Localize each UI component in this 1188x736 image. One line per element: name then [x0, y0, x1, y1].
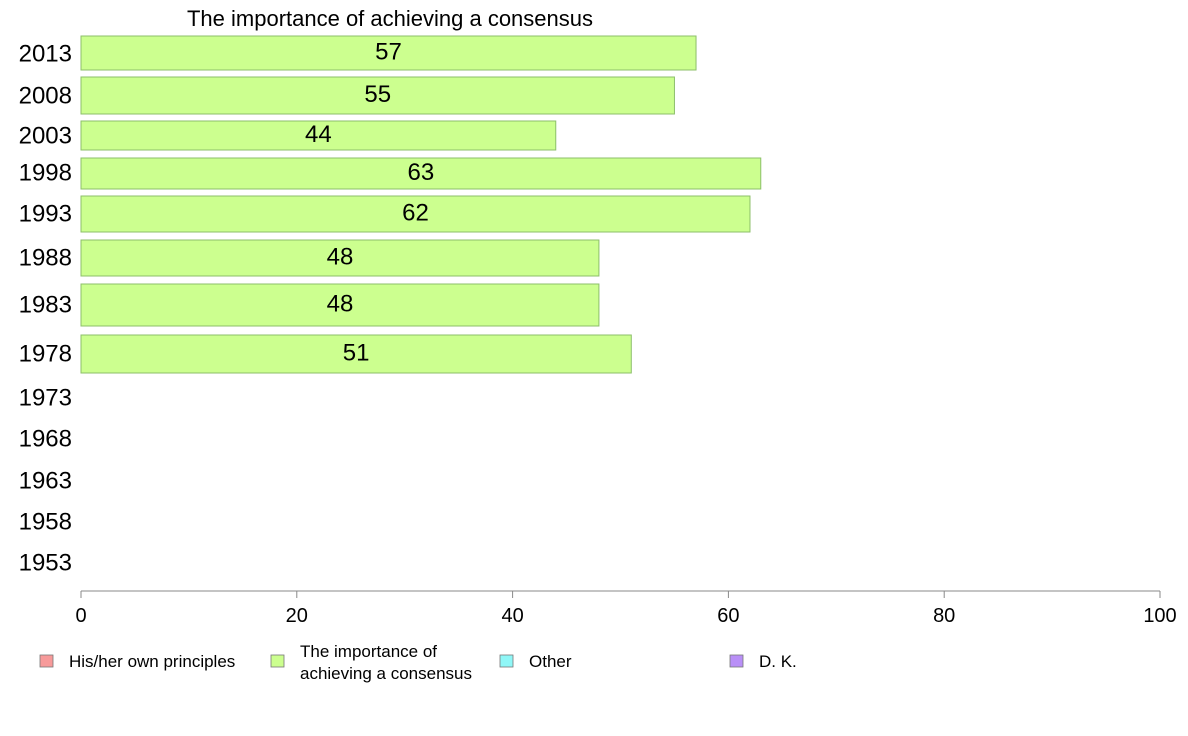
bar-2013: [80, 35, 697, 71]
x-tick-label-40: 40: [501, 605, 523, 627]
bar-1993: [80, 195, 751, 233]
y-tick-label-2003: 2003: [19, 122, 72, 149]
y-tick-label-2008: 2008: [19, 82, 72, 109]
y-tick-label-1998: 1998: [19, 159, 72, 186]
data-label-1978: 51: [343, 339, 370, 366]
bars-group: 57 55 44 63 62 48 48 51: [80, 35, 762, 374]
y-tick-label-1983: 1983: [19, 291, 72, 318]
y-tick-label-1988: 1988: [19, 244, 72, 271]
data-label-2003: 44: [305, 121, 332, 148]
x-tick-label-100: 100: [1143, 605, 1176, 627]
x-tick-label-20: 20: [286, 605, 308, 627]
legend-swatch-0: [39, 654, 54, 668]
bar-1978: [80, 334, 632, 374]
data-label-1998: 63: [408, 159, 435, 186]
legend-label-1-line-0: The importance of: [300, 642, 437, 661]
data-label-1988: 48: [327, 243, 354, 270]
x-axis-ticks: 0 20 40 60 80 100: [75, 591, 1177, 627]
x-tick-label-0: 0: [75, 605, 86, 627]
data-label-2013: 57: [375, 38, 402, 65]
data-label-1983: 48: [327, 290, 354, 317]
legend-swatch-1: [270, 654, 285, 668]
chart-title: The importance of achieving a consensus: [187, 6, 593, 31]
y-tick-label-1968: 1968: [19, 425, 72, 452]
legend-swatch-2: [499, 654, 514, 668]
y-tick-label-1958: 1958: [19, 508, 72, 535]
bar-1983: [80, 283, 600, 327]
y-tick-label-1973: 1973: [19, 384, 72, 411]
bar-2003: [80, 120, 557, 151]
data-label-2008: 55: [364, 81, 391, 108]
legend: His/her own principles The importance of a…: [39, 642, 797, 683]
x-tick-label-60: 60: [717, 605, 739, 627]
bar-2008: [80, 76, 675, 115]
legend-label-1-line-1: achieving a consensus: [300, 664, 472, 683]
y-tick-label-1963: 1963: [19, 467, 72, 494]
legend-label-3-line-0: D. K.: [759, 652, 797, 671]
legend-label-2-line-0: Other: [529, 652, 572, 671]
legend-swatch-3: [729, 654, 744, 668]
bar-1988: [80, 239, 600, 277]
y-tick-label-2013: 2013: [19, 40, 72, 67]
y-tick-label-1978: 1978: [19, 340, 72, 367]
bar-1998: [80, 157, 762, 190]
y-tick-label-1993: 1993: [19, 200, 72, 227]
data-label-1993: 62: [402, 199, 429, 226]
x-tick-label-80: 80: [933, 605, 955, 627]
legend-label-0-line-0: His/her own principles: [69, 652, 235, 671]
y-tick-label-1953: 1953: [19, 549, 72, 576]
y-axis-labels: 2013 2008 2003 1998 1993 1988 1983 1978 1973 1968…: [19, 40, 72, 576]
